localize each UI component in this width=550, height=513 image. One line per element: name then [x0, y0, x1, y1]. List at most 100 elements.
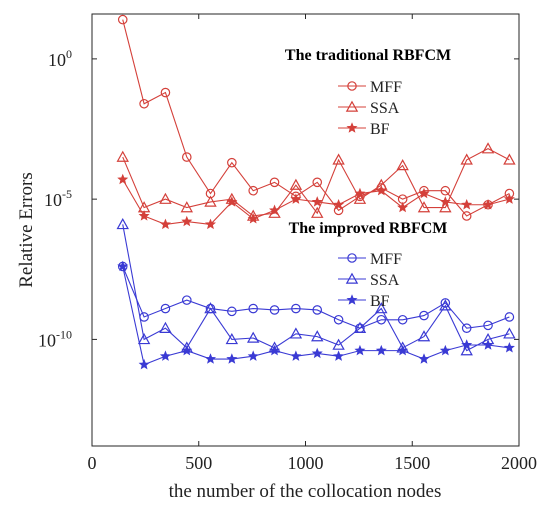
data-point — [289, 327, 303, 339]
data-point — [503, 342, 515, 353]
legend-marker — [345, 272, 359, 284]
y-tick-label: 10-10 — [38, 327, 72, 350]
data-point — [397, 314, 408, 325]
data-point — [226, 196, 238, 207]
legend-item-ssa: SSA — [338, 272, 400, 289]
legend-item-mff: MFF — [338, 79, 402, 96]
data-point — [397, 201, 409, 213]
data-point — [417, 330, 431, 342]
y-tick-labels: 100 10-5 10-10 — [38, 47, 72, 351]
data-point — [247, 212, 259, 224]
data-point — [289, 178, 303, 190]
data-point — [418, 353, 430, 364]
data-point — [117, 260, 129, 272]
data-point — [375, 302, 388, 314]
data-point — [397, 344, 409, 356]
data-point — [204, 302, 217, 314]
data-point — [332, 153, 345, 165]
data-point — [204, 353, 217, 364]
data-point — [160, 87, 171, 98]
data-point — [160, 303, 171, 314]
x-axis-label: the number of the collocation nodes — [169, 481, 442, 502]
legend-label: BF — [370, 121, 390, 138]
data-point — [333, 350, 345, 361]
x-tick-labels: 0 500 1000 1500 2000 — [88, 453, 538, 473]
data-point — [204, 195, 217, 207]
data-point — [181, 344, 193, 356]
series-layer — [116, 14, 516, 370]
legend-marker — [347, 81, 357, 91]
legend-title: The improved RBFCM — [289, 220, 448, 237]
data-point — [439, 299, 452, 311]
data-point — [116, 217, 129, 230]
data-point — [354, 187, 366, 199]
plot-area — [91, 13, 520, 447]
legend-traditional: The traditional RBFCM MFF SSA BF — [285, 47, 451, 138]
data-point — [460, 344, 473, 356]
data-point — [504, 312, 515, 322]
legend-improved: The improved RBFCM MFF SSA BF — [289, 220, 448, 310]
data-point — [311, 196, 323, 207]
y-tick-label: 100 — [48, 47, 72, 70]
legend-label: BF — [370, 293, 390, 310]
data-point — [353, 321, 367, 333]
data-point — [226, 353, 238, 364]
data-point — [291, 303, 301, 314]
legend-marker — [345, 100, 359, 112]
data-point — [481, 142, 495, 154]
x-tick-label: 2000 — [501, 453, 537, 473]
data-point — [269, 344, 281, 356]
data-point — [248, 185, 258, 196]
data-point — [375, 344, 387, 356]
data-point — [419, 310, 429, 321]
legend-marker — [346, 122, 358, 133]
data-point — [137, 332, 151, 345]
data-point — [396, 159, 409, 171]
data-point — [440, 298, 451, 308]
data-point — [461, 339, 473, 350]
data-point — [418, 187, 430, 199]
data-point — [180, 201, 194, 213]
data-point — [139, 98, 149, 109]
data-point — [503, 153, 516, 165]
data-point — [116, 150, 129, 162]
data-point — [332, 338, 345, 350]
data-point — [290, 350, 302, 361]
legend-label: SSA — [370, 100, 400, 117]
data-point — [159, 218, 171, 230]
data-point — [246, 331, 260, 343]
axis-ticks — [91, 14, 520, 446]
data-point — [159, 192, 172, 204]
data-point — [181, 295, 192, 305]
x-tick-label: 1500 — [394, 453, 430, 473]
data-point — [439, 344, 451, 356]
data-point — [354, 344, 366, 356]
data-point — [376, 314, 387, 325]
data-point — [312, 177, 323, 188]
data-point — [181, 152, 192, 162]
data-point — [117, 173, 129, 185]
data-point — [311, 347, 323, 359]
series-traditional-bf — [117, 173, 515, 230]
data-point — [461, 198, 473, 210]
data-point — [247, 350, 259, 361]
legend-item-bf: BF — [338, 293, 390, 310]
legend-item-ssa: SSA — [338, 100, 400, 117]
x-tick-label: 1000 — [288, 453, 324, 473]
data-point — [460, 153, 473, 165]
data-point — [117, 14, 128, 25]
series-line — [122, 19, 510, 217]
legend-item-mff: MFF — [338, 251, 402, 268]
data-point — [204, 218, 217, 230]
data-point — [138, 210, 150, 221]
data-point — [417, 201, 431, 213]
legend-marker — [347, 253, 357, 263]
data-point — [482, 198, 494, 210]
data-point — [483, 320, 493, 331]
legend-label: SSA — [370, 272, 400, 289]
data-point — [159, 321, 172, 333]
data-point — [461, 211, 472, 221]
legend-label: MFF — [370, 251, 402, 268]
